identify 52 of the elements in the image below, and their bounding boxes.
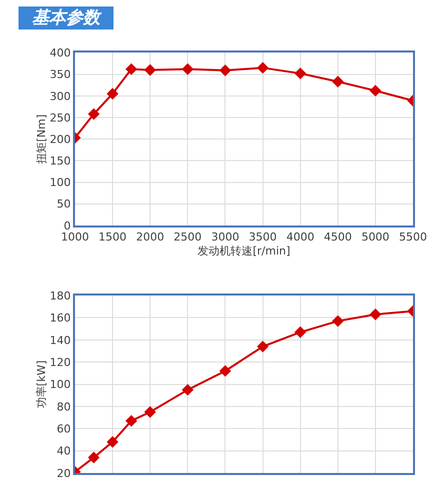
y-tick-label: 20 <box>56 466 71 480</box>
x-tick-label: 5000 <box>361 230 390 244</box>
x-tick-label: 4000 <box>286 230 314 244</box>
y-tick-label: 50 <box>56 198 71 211</box>
point <box>256 62 269 74</box>
x-tick-label: 1500 <box>98 230 127 244</box>
point <box>294 326 306 338</box>
y-tick-label: 300 <box>50 90 71 103</box>
y-axis-title: 扭矩[Nm] <box>34 114 48 164</box>
y-tick-label: 250 <box>50 111 71 124</box>
y-tick-label: 60 <box>56 422 71 436</box>
x-tick-label: 4500 <box>324 230 352 244</box>
y-tick-label: 140 <box>50 334 71 347</box>
point <box>332 76 344 88</box>
point <box>106 88 118 100</box>
point <box>370 308 382 320</box>
point <box>182 63 194 75</box>
point <box>294 68 306 80</box>
x-tick-label: 1000 <box>61 230 89 244</box>
x-tick-label: 2500 <box>174 230 202 244</box>
x-tick-label: 3000 <box>211 230 240 244</box>
y-axis-title: 功率[kW] <box>34 360 48 408</box>
point <box>88 452 100 464</box>
y-tick-label: 0 <box>64 219 71 232</box>
y-tick-label: 200 <box>50 132 71 146</box>
point <box>106 436 118 448</box>
point <box>182 384 194 396</box>
point <box>219 64 232 76</box>
chart-title: 基本参数 <box>20 8 112 28</box>
x-axis-title: 发动机转速[r/min] <box>198 244 290 258</box>
x-tick-label: 3500 <box>248 230 277 244</box>
y-tick-label: 40 <box>56 444 71 458</box>
point <box>256 340 269 352</box>
point <box>219 365 232 377</box>
point <box>144 64 156 76</box>
point <box>125 415 138 427</box>
y-tick-label: 80 <box>56 400 71 414</box>
y-tick-label: 100 <box>50 176 71 190</box>
y-tick-label: 160 <box>50 312 71 325</box>
point <box>332 315 344 327</box>
point <box>125 63 138 75</box>
point <box>370 84 382 97</box>
x-tick-label: 2000 <box>136 230 164 244</box>
y-tick-label: 350 <box>50 68 71 82</box>
y-tick-label: 120 <box>50 356 71 369</box>
y-tick-label: 100 <box>50 378 71 392</box>
x-tick-label: 5500 <box>399 230 427 244</box>
point <box>144 406 156 418</box>
point <box>88 108 100 120</box>
y-tick-label: 150 <box>50 154 71 168</box>
y-tick-label: 400 <box>50 46 71 60</box>
y-tick-label: 180 <box>50 289 71 302</box>
